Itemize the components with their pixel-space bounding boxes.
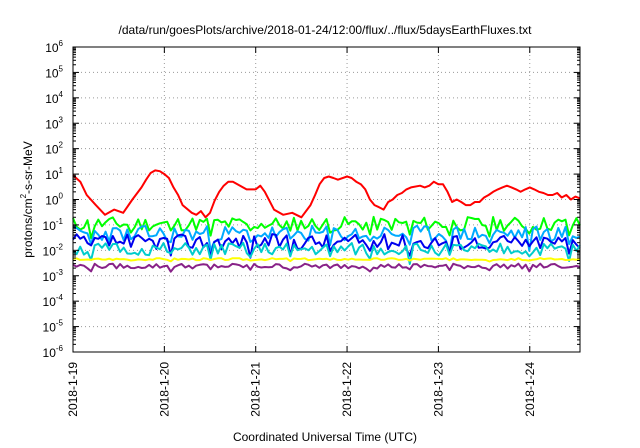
series-line-3	[72, 224, 581, 253]
y-tick-label: 10-5	[43, 319, 64, 335]
series-line-7	[72, 262, 581, 273]
y-axis-label-suffix: -s-sr-MeV	[21, 141, 35, 194]
chart-title: /data/run/goesPlots/archive/2018-01-24/1…	[119, 23, 533, 37]
series-line-5	[72, 241, 581, 265]
y-tick-label: 105	[45, 64, 63, 80]
series-line-6	[72, 257, 581, 263]
grid	[73, 47, 580, 352]
y-tick-label: 106	[45, 39, 63, 55]
y-axis-ticks: 106 105 104 103 102 101 100 10-1 10-2 10-3 10-4 10-…	[43, 39, 580, 360]
y-tick-label: 103	[45, 115, 63, 131]
y-tick-label: 10-3	[43, 268, 64, 284]
series-line-1	[72, 169, 581, 219]
y-axis-label-superscript: 2	[19, 193, 28, 198]
x-axis-label: Coordinated Universal Time (UTC)	[233, 430, 417, 444]
y-tick-label: 100	[45, 192, 63, 208]
y-tick-label: 104	[45, 90, 63, 106]
y-tick-label: 10-1	[43, 217, 64, 233]
x-axis-ticks: 2018-1-19 2018-1-20 2018-1-21 2018-1-22 2018…	[66, 47, 537, 417]
y-tick-label: 102	[45, 141, 63, 157]
x-tick-label: 2018-1-22	[340, 362, 354, 417]
x-tick-label: 2018-1-21	[249, 362, 263, 417]
x-tick-label: 2018-1-19	[66, 362, 80, 417]
y-axis-label: protons/cm2-s-sr-MeV	[19, 141, 35, 257]
series-line-2	[72, 215, 581, 240]
y-tick-label: 10-4	[43, 293, 64, 309]
y-tick-label: 101	[45, 166, 63, 182]
x-tick-label: 2018-1-20	[157, 362, 171, 417]
series-group	[72, 169, 581, 273]
x-tick-label: 2018-1-23	[431, 362, 445, 417]
x-tick-label: 2018-1-24	[523, 362, 537, 417]
y-tick-label: 10-2	[43, 242, 64, 258]
y-tick-label: 10-6	[43, 344, 64, 360]
series-line-4	[72, 233, 581, 259]
y-axis-label-prefix: protons/cm	[21, 198, 35, 257]
